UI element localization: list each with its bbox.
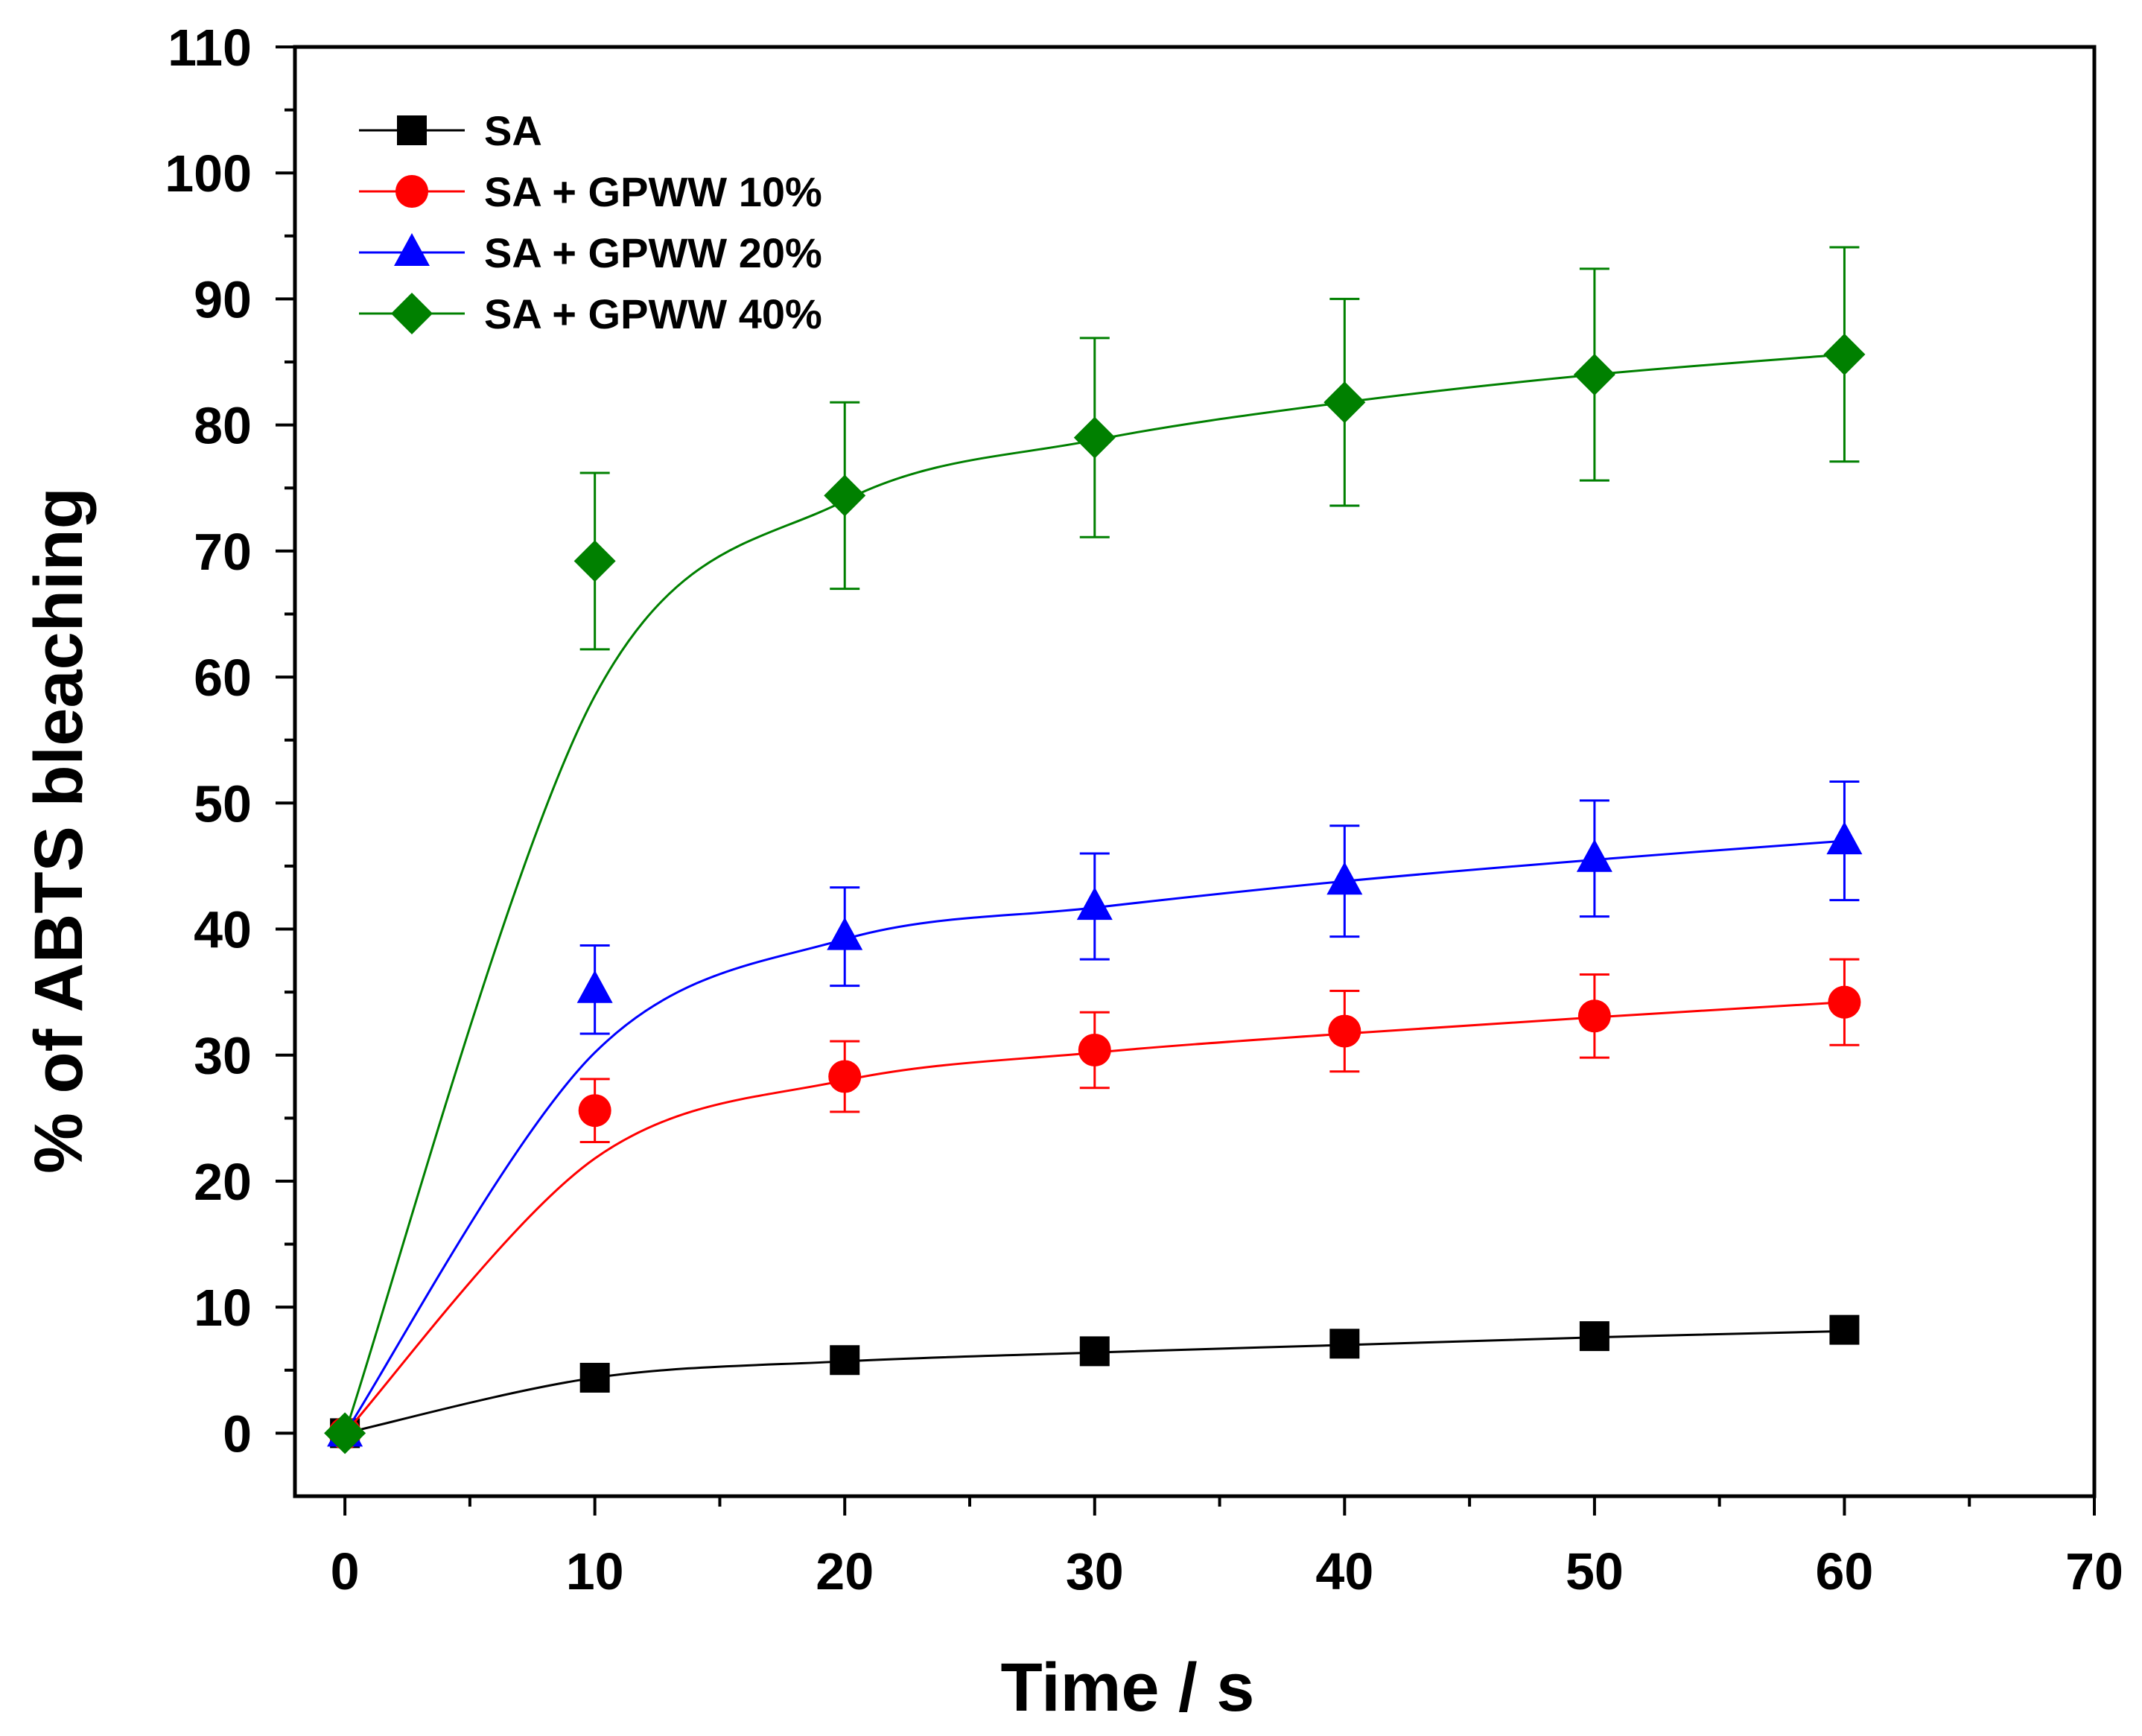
y-tick-label: 60	[194, 649, 252, 707]
legend-label: SA	[484, 107, 542, 154]
data-point	[827, 917, 863, 950]
legend-entry: SA + GPWW 20%	[359, 229, 822, 276]
data-point	[1078, 1033, 1111, 1066]
series-1	[330, 1314, 1860, 1449]
data-point	[1577, 999, 1611, 1033]
data-point	[1326, 862, 1363, 895]
legend-marker	[397, 115, 427, 145]
data-point	[1579, 1321, 1609, 1352]
y-tick-label: 20	[194, 1153, 252, 1211]
x-tick-label: 30	[1066, 1542, 1124, 1600]
series-line	[343, 353, 1845, 1434]
legend-marker	[391, 293, 433, 334]
y-tick-label: 100	[165, 144, 252, 203]
x-tick-label: 40	[1315, 1542, 1373, 1600]
y-tick-label: 80	[194, 397, 252, 455]
x-tick-label: 60	[1816, 1542, 1874, 1600]
legend-marker	[395, 175, 428, 208]
data-point	[579, 1362, 610, 1393]
data-point	[1828, 985, 1861, 1019]
data-point	[824, 474, 866, 517]
data-point	[1329, 1329, 1360, 1359]
y-tick-label: 90	[194, 270, 252, 328]
legend-entry: SA	[359, 107, 542, 154]
legend-label: SA + GPWW 10%	[484, 168, 822, 215]
data-point	[324, 1412, 366, 1454]
x-tick-label: 10	[566, 1542, 624, 1600]
series-2	[328, 958, 1861, 1450]
legend-entry: SA + GPWW 40%	[359, 290, 822, 337]
y-tick-label: 50	[194, 775, 252, 833]
data-point	[1573, 353, 1615, 395]
series-4	[324, 246, 1866, 1454]
data-point	[1323, 381, 1366, 424]
data-point	[1079, 1336, 1110, 1367]
x-tick-label: 20	[816, 1542, 874, 1600]
legend-entry: SA + GPWW 10%	[359, 168, 822, 215]
series-layer	[324, 246, 1866, 1454]
data-point	[1829, 1314, 1860, 1345]
legend-label: SA + GPWW 40%	[484, 290, 822, 337]
plot-frame	[293, 45, 2097, 1498]
legend-label: SA + GPWW 20%	[484, 229, 822, 276]
x-tick-label: 50	[1566, 1542, 1624, 1600]
data-point	[828, 1060, 862, 1093]
x-tick-label: 0	[331, 1542, 360, 1600]
y-tick-label: 70	[194, 523, 252, 581]
x-axis-title: Time / s	[1001, 1650, 1255, 1726]
data-point	[1826, 821, 1863, 855]
y-tick-label: 40	[194, 901, 252, 959]
data-point	[1328, 1014, 1361, 1048]
y-tick-label: 10	[194, 1279, 252, 1337]
legend: SA SA + GPWW 10% SA + GPWW 20% SA + GPWW 40…	[359, 107, 822, 337]
y-axis-title: % of ABTS bleaching	[21, 487, 97, 1174]
series-3	[327, 780, 1863, 1447]
x-tick-label: 70	[2065, 1542, 2123, 1600]
y-tick-label: 0	[223, 1405, 252, 1463]
data-point	[578, 1094, 611, 1128]
plot-border	[293, 45, 2097, 1498]
axes: 0 10 20 30 40 50 60 70 0 10 20 30 40 50 60 70 80 90 100 110	[165, 19, 2123, 1600]
data-point	[576, 970, 613, 1003]
data-point	[573, 540, 616, 582]
y-tick-label: 110	[168, 19, 252, 77]
y-tick-label: 30	[194, 1027, 252, 1085]
data-point	[1823, 333, 1866, 375]
data-point	[1076, 887, 1113, 921]
data-point	[1073, 416, 1116, 459]
data-point	[1576, 839, 1612, 872]
legend-marker	[394, 233, 430, 266]
data-point	[830, 1345, 860, 1376]
